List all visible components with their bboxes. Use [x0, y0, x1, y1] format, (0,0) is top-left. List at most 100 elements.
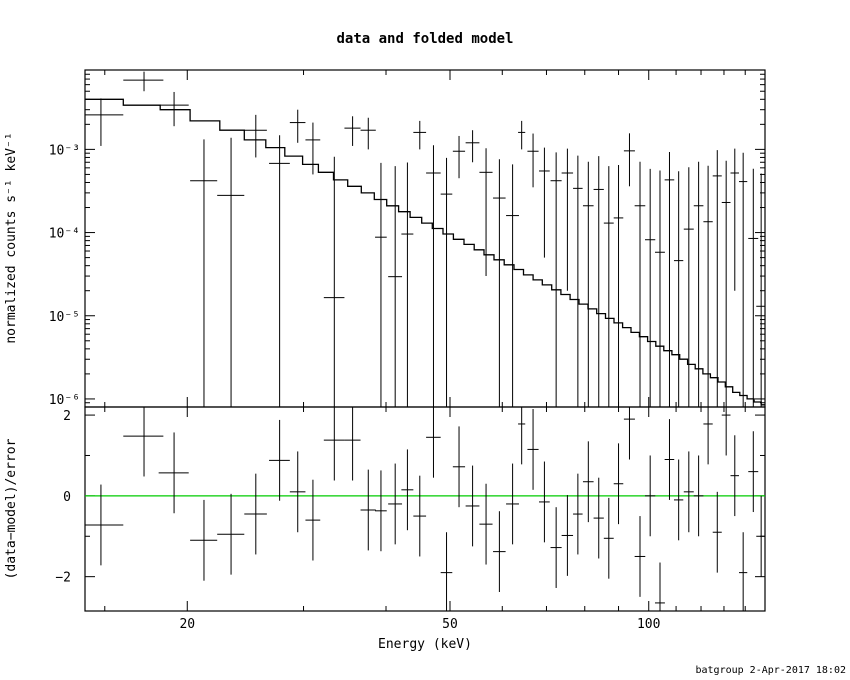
- residual-point: [190, 499, 218, 581]
- residual-point: [527, 409, 539, 490]
- bottom-y-axis-label: (data−model)/error: [4, 438, 19, 579]
- top-y-tick-labels: 10⁻⁶ 10⁻⁵ 10⁻⁴ 10⁻³: [49, 143, 80, 408]
- residual-point: [561, 495, 574, 576]
- residual-point: [518, 407, 526, 465]
- residual-point: [289, 451, 306, 533]
- y-tick-label: 10⁻⁴: [49, 227, 80, 242]
- data-point: [756, 173, 765, 407]
- data-point: [664, 152, 675, 407]
- data-point: [452, 135, 466, 179]
- residual-point: [323, 407, 345, 481]
- residual-point: [452, 426, 466, 508]
- residual-point: [269, 419, 290, 501]
- data-point: [493, 159, 506, 407]
- data-point: [623, 133, 635, 187]
- top-y-axis-label: normalized counts s⁻¹ keV⁻¹: [4, 132, 19, 343]
- data-point: [673, 171, 684, 407]
- residual-point: [85, 484, 124, 566]
- residual-point: [603, 497, 614, 579]
- x-tick-label: 20: [179, 617, 195, 632]
- bottom-axis-ticks: [85, 407, 766, 611]
- data-point: [217, 137, 245, 407]
- data-point: [550, 152, 562, 407]
- data-point: [593, 156, 604, 407]
- data-point: [527, 133, 539, 188]
- data-point: [683, 167, 694, 407]
- data-point: [721, 160, 731, 407]
- data-point: [360, 117, 376, 150]
- residual-point: [344, 407, 361, 481]
- residual-point: [730, 435, 740, 517]
- y-tick-label: 10⁻⁶: [49, 393, 80, 408]
- data-point: [730, 148, 740, 291]
- chart-title: data and folded model: [336, 31, 513, 47]
- data-point: [269, 135, 290, 407]
- residual-point: [673, 459, 684, 541]
- residual-point: [493, 511, 506, 593]
- residual-point: [539, 461, 550, 543]
- residual-point: [703, 407, 713, 465]
- data-point: [539, 147, 550, 258]
- residual-point: [654, 562, 665, 611]
- bottom-y-tick-labels: −2 0 2: [55, 409, 71, 586]
- top-plot-frame: [84, 69, 766, 408]
- folded-model-step: [85, 98, 765, 406]
- data-point: [426, 145, 441, 407]
- residual-point: [739, 532, 748, 611]
- x-tick-label: 50: [442, 617, 458, 632]
- residual-point: [506, 463, 519, 545]
- x-tick-labels: 20 50 100: [179, 617, 660, 632]
- top-axis-ticks: [85, 70, 766, 408]
- x-axis-label: Energy (keV): [378, 637, 472, 652]
- data-point: [518, 120, 526, 150]
- y-tick-label: −2: [55, 571, 71, 586]
- residual-point: [664, 419, 675, 500]
- residual-point: [623, 407, 635, 460]
- residual-point: [305, 479, 321, 561]
- residual-point: [693, 455, 704, 537]
- data-point: [654, 170, 665, 407]
- residual-point: [573, 473, 583, 555]
- data-point: [712, 150, 722, 407]
- residual-point: [375, 470, 387, 552]
- residual-point: [593, 477, 604, 559]
- residual-point: [613, 443, 624, 525]
- residual-point: [123, 407, 164, 477]
- residual-point: [440, 532, 453, 611]
- data-point: [603, 166, 614, 407]
- data-point: [748, 168, 759, 407]
- residual-point: [712, 491, 722, 573]
- residual-point: [550, 507, 562, 588]
- residual-point: [388, 463, 403, 545]
- residual-point: [401, 449, 414, 531]
- data-point: [344, 116, 361, 146]
- residual-point: [158, 432, 189, 514]
- data-point: [401, 162, 414, 407]
- x-tick-label: 100: [637, 617, 660, 632]
- residual-point: [683, 451, 694, 533]
- y-tick-label: 10⁻³: [49, 143, 80, 158]
- residual-point: [217, 493, 245, 575]
- data-point: [289, 109, 306, 143]
- data-point: [479, 148, 493, 277]
- top-panel: 10⁻⁶ 10⁻⁵ 10⁻⁴ 10⁻³ normalized counts s⁻¹ k…: [4, 69, 766, 408]
- residual-point: [756, 495, 765, 577]
- data-point: [644, 168, 656, 407]
- data-point: [634, 161, 646, 407]
- residual-point: [426, 407, 441, 478]
- data-point: [693, 161, 704, 407]
- data-point: [388, 166, 403, 407]
- data-point: [85, 98, 124, 146]
- data-point: [375, 162, 387, 407]
- data-point: [440, 157, 453, 407]
- footer-stamp: batgroup 2-Apr-2017 18:02: [695, 665, 846, 676]
- residual-points: [85, 407, 765, 611]
- data-point: [582, 161, 594, 407]
- y-tick-label: 10⁻⁵: [49, 310, 80, 325]
- residual-point: [721, 407, 731, 456]
- data-point: [323, 156, 345, 407]
- data-point: [703, 165, 713, 407]
- y-tick-label: 0: [63, 490, 71, 505]
- residual-point: [465, 465, 480, 547]
- residual-point: [244, 473, 267, 555]
